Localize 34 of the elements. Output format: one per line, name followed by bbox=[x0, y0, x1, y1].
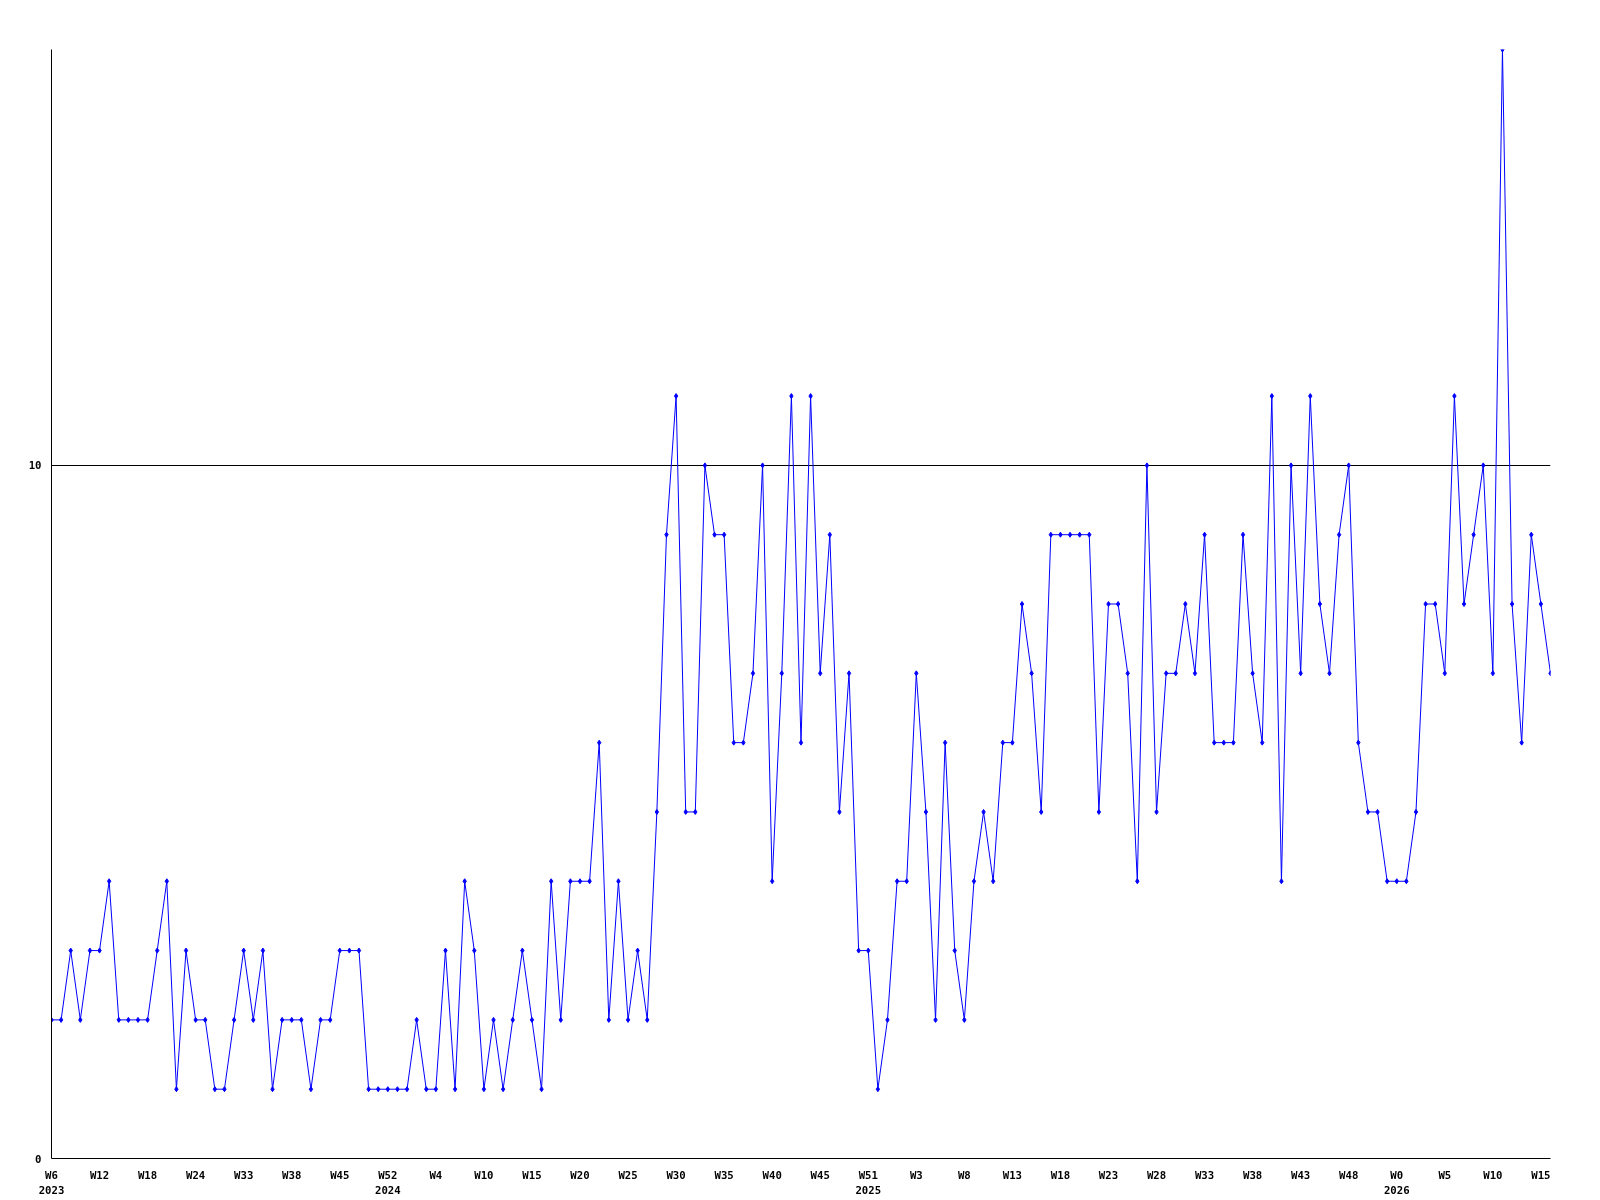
x-tick-label: W15 bbox=[522, 1168, 542, 1182]
x-tick-label: W23 bbox=[1098, 1168, 1119, 1182]
x-tick-label: W3 bbox=[909, 1168, 923, 1182]
x-tick-label: W15 bbox=[1531, 1168, 1551, 1182]
x-tick-label: W6 2023 bbox=[38, 1168, 65, 1198]
x-tick-label: W45 bbox=[810, 1168, 830, 1182]
x-tick-label: W38 bbox=[282, 1168, 302, 1182]
x-tick-label: W8 bbox=[957, 1168, 971, 1182]
x-tick-label: W33 bbox=[1194, 1168, 1215, 1182]
x-tick-label: W10 bbox=[474, 1168, 494, 1182]
x-tick-label: W18 bbox=[1050, 1168, 1071, 1182]
x-tick-label: W45 bbox=[330, 1168, 350, 1182]
x-tick-label: W40 bbox=[762, 1168, 782, 1182]
x-tick-label: W13 bbox=[1002, 1168, 1023, 1182]
x-tick-label: W51 2025 bbox=[855, 1168, 882, 1198]
x-tick-label: W0 2026 bbox=[1383, 1168, 1410, 1198]
x-tick-label: W4 bbox=[429, 1168, 443, 1182]
x-tick-label: W25 bbox=[618, 1168, 638, 1182]
x-tick-label: W33 bbox=[234, 1168, 254, 1182]
x-tick-label: W28 bbox=[1146, 1168, 1167, 1182]
x-tick-label: W24 bbox=[186, 1168, 206, 1182]
x-tick-label: W10 bbox=[1483, 1168, 1503, 1182]
x-tick-label: W30 bbox=[666, 1168, 686, 1182]
x-tick-label: W52 2024 bbox=[374, 1168, 401, 1198]
x-tick-label: W5 bbox=[1438, 1168, 1452, 1182]
x-tick-label: W43 bbox=[1291, 1168, 1311, 1182]
x-tick-label: W18 bbox=[137, 1168, 158, 1182]
y-tick-label: 0 bbox=[35, 1152, 42, 1166]
x-tick-label: W48 bbox=[1339, 1168, 1359, 1182]
y-tick-label: 10 bbox=[28, 459, 42, 473]
x-tick-label: W20 bbox=[570, 1168, 590, 1182]
x-tick-label: W35 bbox=[714, 1168, 734, 1182]
x-tick-label: W12 bbox=[89, 1168, 110, 1182]
x-tick-label: W38 bbox=[1243, 1168, 1263, 1182]
